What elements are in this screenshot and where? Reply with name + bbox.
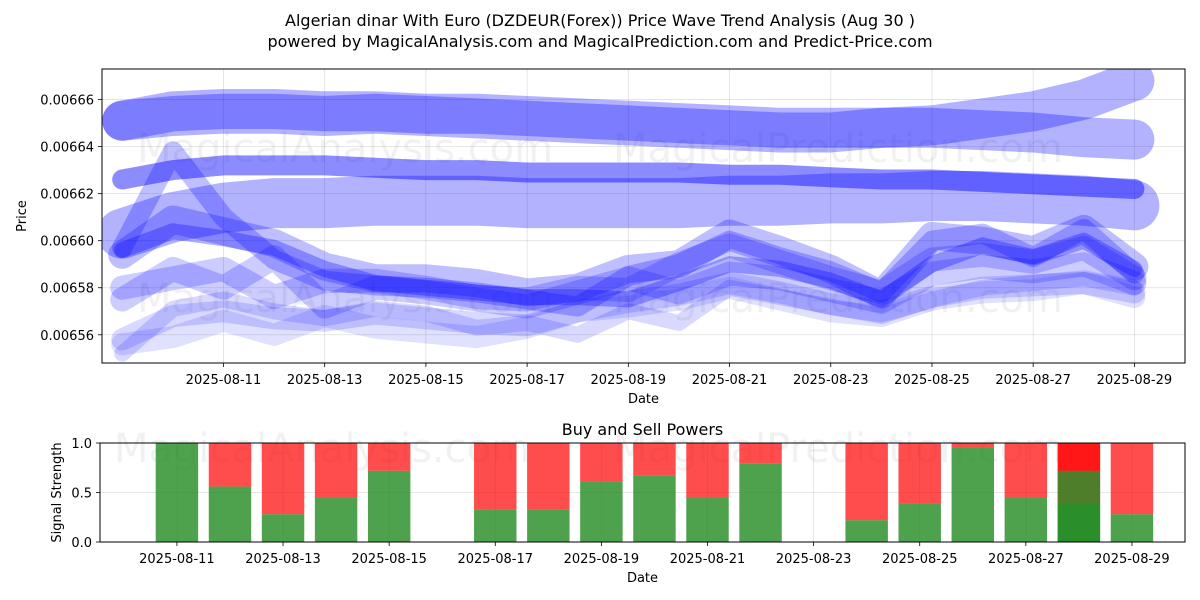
x-tick-label: 2025-08-11 [186, 373, 262, 388]
y-tick-label: 0.5 [71, 487, 92, 502]
y-tick-label: 0.00660 [40, 235, 94, 250]
plot-frame [99, 442, 1186, 543]
wave-series-line-6 [114, 223, 1143, 308]
buy-bar [527, 509, 570, 542]
y-axis-label: Price [15, 200, 30, 232]
sell-bar [1057, 443, 1101, 471]
buy-sell-plot: 0.0 0.5 1.0 2025-08-11 2025-08-13 2025-08-15 2… [50, 420, 1186, 586]
x-tick-label: 2025-08-17 [489, 373, 565, 388]
sell-bar [1004, 443, 1048, 498]
x-tick-label: 2025-08-29 [1094, 552, 1170, 567]
sell-bar [1110, 443, 1154, 515]
wave-series-line-5 [112, 141, 1145, 317]
wave-series-line-10 [114, 270, 1143, 362]
buy-bar [898, 503, 941, 542]
x-tick-label: 2025-08-13 [245, 552, 321, 567]
watermark-text: MagicalAnalysis.com [137, 276, 553, 322]
x-tick-label: 2025-08-19 [591, 373, 667, 388]
sell-bar [367, 443, 411, 471]
y-tick-label: 0.00666 [40, 94, 94, 109]
sell-bar [474, 443, 517, 510]
wave-series-line-1 [102, 93, 1155, 160]
y-tick-label: 0.00656 [40, 329, 94, 344]
wave-series-group [102, 69, 1160, 362]
x-tick-label: 2025-08-27 [995, 373, 1071, 388]
wave-series-line-4 [108, 205, 1149, 309]
buy-bar [1110, 514, 1154, 542]
wave-series-line-7 [110, 233, 1147, 312]
x-tick-label: 2025-08-25 [894, 373, 970, 388]
x-tick-label: 2025-08-21 [692, 373, 768, 388]
buy-bar [261, 514, 305, 542]
buy-bar [951, 447, 994, 542]
sell-bar [208, 443, 252, 487]
buy-bar [845, 520, 888, 542]
buy-bar [686, 497, 729, 542]
wave-series-line-11 [111, 272, 1146, 356]
sell-bar [686, 443, 729, 498]
sell-bar [739, 443, 782, 464]
buy-bar [580, 481, 623, 542]
sell-bar [314, 443, 358, 498]
x-tick-label: 2025-08-27 [988, 552, 1064, 567]
y-tick-label: 0.0 [71, 536, 92, 551]
x-tick-label: 2025-08-15 [388, 373, 464, 388]
y-axis-label: Signal Strength [50, 442, 65, 542]
buy-sell-title: Buy and Sell Powers [562, 420, 724, 439]
watermark-text: MagicalAnalysis.com [137, 126, 553, 172]
wave-series-line-2 [112, 155, 1145, 199]
y-tick-label: 0.00662 [40, 188, 94, 203]
sell-bar [527, 443, 570, 510]
chart-title-line2: powered by MagicalAnalysis.com and Magic… [267, 32, 932, 51]
buy-bar [155, 443, 199, 542]
watermark-text: MagicalPrediction.com [613, 126, 1063, 172]
buy-bar [367, 470, 411, 542]
wave-series-line-0 [102, 69, 1155, 148]
x-tick-label: 2025-08-21 [670, 552, 746, 567]
buy-bar [314, 497, 358, 542]
x-tick-label: 2025-08-13 [287, 373, 363, 388]
sell-bar [580, 443, 623, 482]
sell-bar [845, 443, 888, 521]
watermark-text: MagicalPrediction.com [613, 276, 1063, 322]
buy-bar [633, 475, 676, 542]
buy-bar [474, 509, 517, 542]
chart-title-line1: Algerian dinar With Euro (DZDEUR(Forex))… [285, 11, 915, 30]
x-tick-label: 2025-08-25 [882, 552, 958, 567]
x-tick-label: 2025-08-23 [776, 552, 852, 567]
x-tick-label: 2025-08-23 [793, 373, 869, 388]
y-tick-label: 0.00658 [40, 282, 94, 297]
sell-bar [951, 443, 994, 448]
sell-bar [898, 443, 941, 504]
price-wave-plot: 2025-08-11 2025-08-13 2025-08-15 2025-08-17… [15, 68, 1186, 407]
y-tick-label: 0.00664 [40, 141, 94, 156]
sell-bar [261, 443, 305, 515]
wave-series-line-9 [111, 272, 1146, 351]
sell-bar [633, 443, 676, 476]
buy-bar [1057, 470, 1101, 542]
x-tick-label: 2025-08-19 [564, 552, 640, 567]
x-tick-label: 2025-08-15 [351, 552, 427, 567]
buy-bar [208, 486, 252, 542]
buy-bar [739, 463, 782, 542]
x-tick-label: 2025-08-29 [1097, 373, 1173, 388]
x-axis-label: Date [628, 392, 659, 407]
wave-series-line-3 [102, 171, 1160, 259]
x-tick-label: 2025-08-17 [457, 552, 533, 567]
plot-frame [101, 68, 1186, 364]
buy-bar [1004, 497, 1048, 542]
y-tick-label: 1.0 [71, 437, 92, 452]
wave-series-line-8 [110, 245, 1147, 319]
x-tick-label: 2025-08-11 [139, 552, 215, 567]
x-axis-label: Date [627, 571, 658, 586]
